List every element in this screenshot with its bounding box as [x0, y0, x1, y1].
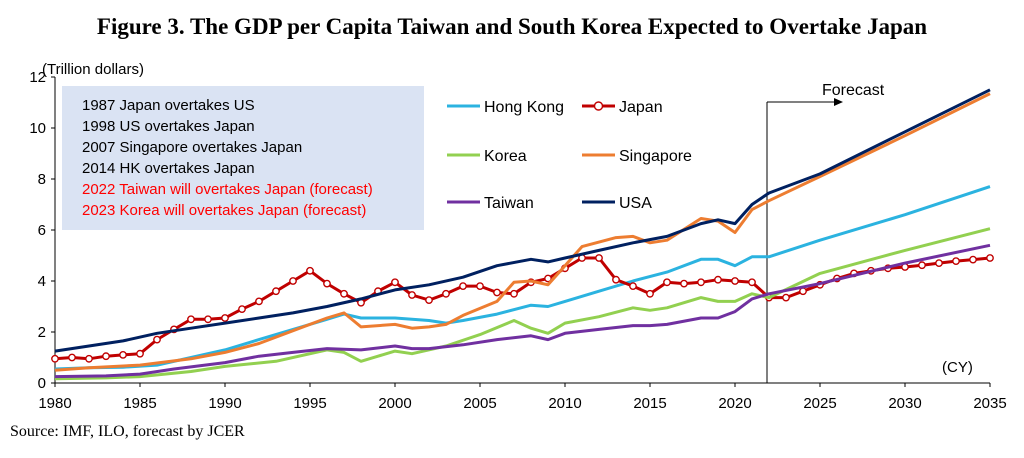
x-tick-label: 1995 — [293, 395, 326, 412]
singapore-series-line — [54, 92, 991, 372]
legend-label-taiwan: Taiwan — [484, 195, 534, 212]
annotation-line: 1987 Japan overtakes US — [82, 97, 255, 114]
japan-data-point — [680, 279, 688, 288]
annotation-line: 2022 Taiwan will overtakes Japan (foreca… — [82, 181, 373, 198]
annotation-line: 2023 Korea will overtakes Japan (forecas… — [82, 202, 366, 219]
japan-data-point — [221, 314, 229, 322]
y-tick-label: 12 — [29, 69, 46, 86]
japan-data-point — [102, 352, 110, 361]
chart-title: Figure 3. The GDP per Capita Taiwan and … — [96, 14, 928, 39]
legend: Hong Kong Japan Korea Singapore Taiwan USA — [447, 99, 692, 212]
x-tick-label: 2000 — [378, 395, 411, 412]
y-tick-label: 8 — [38, 171, 46, 188]
source-note: Source: IMF, ILO, forecast by JCER — [10, 423, 245, 440]
annotation-line: 2014 HK overtakes Japan — [82, 160, 255, 177]
japan-data-point — [306, 266, 314, 275]
japan-data-point — [68, 353, 76, 362]
japan-data-point — [510, 289, 518, 298]
x-tick-label: 2005 — [463, 395, 496, 412]
y-tick-label: 2 — [38, 324, 46, 341]
japan-data-point — [323, 279, 331, 288]
japan-data-point — [935, 259, 943, 267]
japan-data-point — [119, 350, 127, 359]
legend-label-korea: Korea — [484, 148, 527, 165]
x-tick-label: 1990 — [208, 395, 241, 412]
legend-marker-japan — [593, 101, 604, 111]
annotation-line: 2007 Singapore overtakes Japan — [82, 139, 302, 156]
legend-label-usa: USA — [619, 195, 652, 212]
japan-data-point — [663, 278, 671, 287]
japan-data-point — [204, 315, 212, 324]
japan-data-point — [153, 335, 161, 344]
x-tick-label: 2010 — [548, 395, 581, 412]
japan-data-point — [629, 282, 637, 290]
legend-label-japan: Japan — [619, 99, 663, 116]
japan-data-point — [714, 275, 722, 284]
japan-data-point — [425, 296, 433, 304]
taiwan-series-line — [54, 243, 991, 379]
x-tick-label: 2035 — [973, 395, 1006, 412]
y-tick-label: 0 — [38, 375, 46, 392]
y-tick-label: 4 — [38, 273, 46, 290]
axes: 0 2 4 6 8 10 12 1980 1985 1990 1995 2000 2005 2010 201… — [29, 69, 1006, 412]
japan-data-point — [51, 354, 59, 363]
japan-data-point — [136, 349, 144, 358]
forecast-marker: Forecast — [766, 82, 885, 383]
japan-data-point — [969, 255, 977, 264]
y-tick-label: 6 — [38, 222, 46, 239]
japan-data-point — [986, 254, 994, 262]
japan-data-point — [391, 278, 399, 287]
japan-data-point — [731, 277, 739, 285]
japan-data-point — [289, 277, 297, 285]
japan-data-point — [544, 274, 552, 283]
japan-data-point — [646, 289, 654, 298]
x-tick-label: 2015 — [633, 395, 666, 412]
korea-series-line — [54, 227, 991, 381]
annotation-box-background — [62, 86, 424, 230]
x-axis-unit-label: (CY) — [942, 359, 973, 376]
japan-data-point — [952, 257, 960, 265]
japan-data-point — [595, 254, 603, 262]
japan-data-point — [238, 305, 246, 313]
japan-data-point — [612, 275, 620, 284]
japan-data-point — [476, 282, 484, 290]
japan-data-point — [340, 289, 348, 298]
legend-label-hong-kong: Hong Kong — [484, 99, 564, 116]
series-lines — [51, 88, 994, 381]
legend-label-singapore: Singapore — [619, 148, 692, 165]
x-tick-label: 1980 — [38, 395, 71, 412]
usa-series-line — [54, 88, 991, 353]
japan-data-point — [408, 291, 416, 299]
japan-data-point — [697, 278, 705, 287]
japan-data-point — [85, 354, 93, 363]
japan-data-point — [748, 278, 756, 287]
japan-data-point — [459, 282, 467, 290]
x-tick-label: 2025 — [803, 395, 836, 412]
x-tick-label: 2020 — [718, 395, 751, 412]
japan-data-point — [272, 287, 280, 296]
japan-data-point — [255, 297, 263, 306]
japan-data-point — [493, 288, 501, 297]
japan-data-point — [442, 289, 450, 298]
y-tick-label: 10 — [29, 120, 46, 137]
japan-data-point — [782, 293, 790, 302]
y-axis-label: (Trillion dollars) — [42, 61, 144, 78]
x-tick-label: 1985 — [123, 395, 156, 412]
japan-data-point — [187, 315, 195, 324]
japan-data-point — [918, 261, 926, 270]
hong-kong-series-line — [54, 185, 991, 371]
forecast-label: Forecast — [822, 82, 885, 99]
annotation-line: 1998 US overtakes Japan — [82, 118, 255, 135]
milestone-annotation-box: 1987 Japan overtakes US 1998 US overtakes… — [62, 86, 424, 230]
x-tick-label: 2030 — [888, 395, 921, 412]
